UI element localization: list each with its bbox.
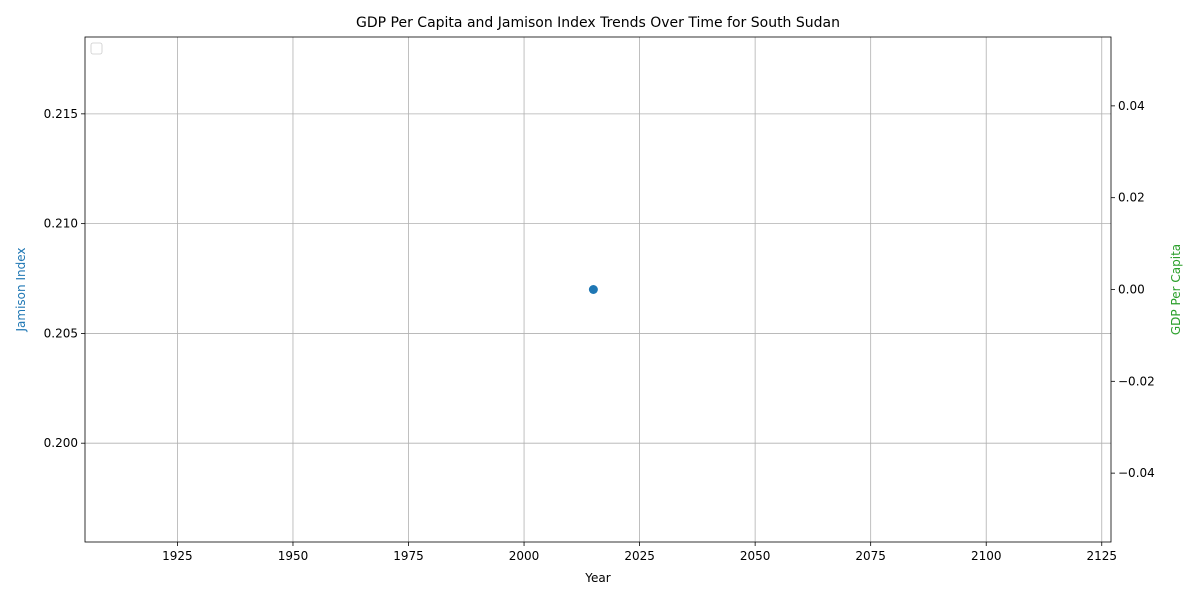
grid-lines [85, 37, 1111, 542]
x-tick-label: 2100 [971, 549, 1002, 563]
left-tick-label: 0.210 [44, 217, 78, 231]
left-tick-label: 0.205 [44, 326, 78, 340]
x-axis-ticks: 1925 1950 1975 2000 2025 2050 2075 2100 2125 [162, 542, 1117, 563]
x-tick-label: 2025 [624, 549, 655, 563]
x-tick-label: 1925 [162, 549, 193, 563]
left-tick-label: 0.215 [44, 107, 78, 121]
right-tick-label: −0.02 [1118, 374, 1155, 388]
right-tick-label: 0.02 [1118, 191, 1145, 205]
right-tick-label: 0.04 [1118, 99, 1145, 113]
right-axis-label: GDP Per Capita [1169, 244, 1183, 335]
x-tick-label: 1950 [278, 549, 309, 563]
x-tick-label: 1975 [393, 549, 424, 563]
left-axis-label: Jamison Index [14, 248, 28, 333]
chart-title: GDP Per Capita and Jamison Index Trends … [356, 15, 840, 31]
x-tick-label: 2050 [740, 549, 771, 563]
x-axis-label: Year [584, 571, 610, 585]
legend-box [90, 42, 103, 55]
left-tick-label: 0.200 [44, 436, 78, 450]
left-axis-ticks: 0.200 0.205 0.210 0.215 [44, 107, 85, 450]
right-axis-ticks: −0.04 −0.02 0.00 0.02 0.04 [1111, 99, 1155, 480]
x-tick-label: 2000 [509, 549, 540, 563]
data-point [588, 285, 598, 294]
right-tick-label: 0.00 [1118, 283, 1145, 297]
plot-data [588, 285, 598, 294]
right-tick-label: −0.04 [1118, 466, 1155, 480]
x-tick-label: 2075 [855, 549, 886, 563]
x-tick-label: 2125 [1086, 549, 1117, 563]
